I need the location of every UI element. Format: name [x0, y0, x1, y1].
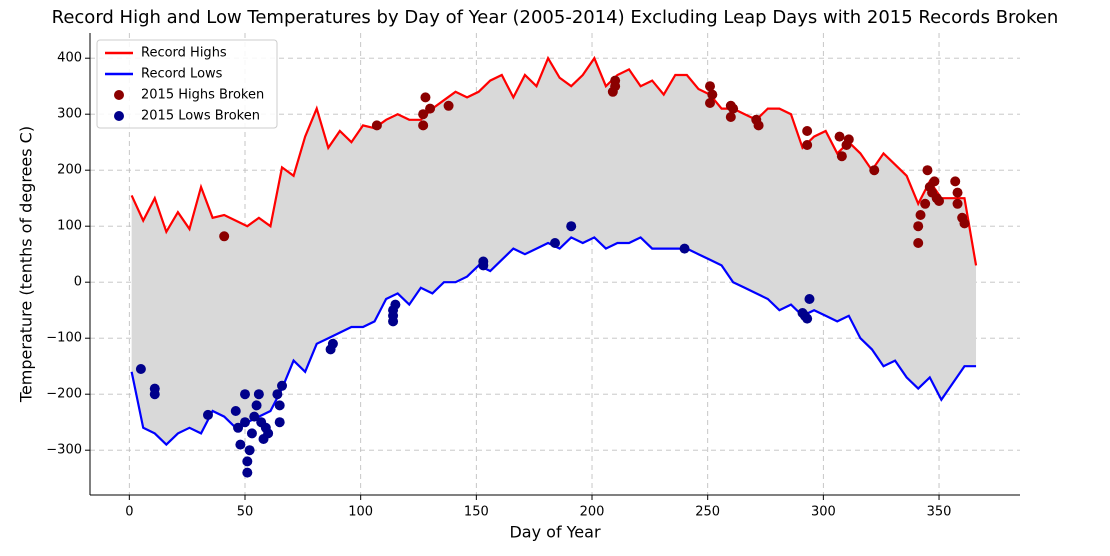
range-fill [131, 58, 977, 445]
point [843, 134, 854, 145]
point [707, 89, 718, 100]
point [420, 92, 431, 103]
point [418, 109, 429, 120]
x-tick-label: 350 [927, 505, 952, 520]
point [240, 417, 250, 428]
point [934, 196, 945, 206]
y-tick-label: 400 [57, 51, 82, 66]
point [728, 103, 739, 114]
y-tick-label: 100 [57, 219, 82, 234]
point [869, 165, 880, 176]
point [249, 411, 260, 422]
point [327, 338, 338, 349]
point [230, 406, 241, 416]
point [566, 221, 577, 232]
y-tick-label: 200 [57, 163, 82, 178]
point [610, 75, 621, 86]
point [679, 243, 690, 254]
point [246, 428, 257, 439]
point [913, 238, 924, 248]
point [274, 400, 285, 411]
point [371, 120, 382, 131]
legend: Record Highs Record Lows 2015 Highs Broken… [96, 39, 278, 129]
point [240, 389, 250, 400]
point [952, 198, 963, 209]
point [922, 165, 933, 176]
point [425, 103, 436, 114]
x-tick-label: 50 [237, 505, 254, 520]
point [274, 417, 285, 428]
point [149, 389, 160, 400]
point [952, 187, 963, 198]
point [915, 210, 926, 220]
x-tick-label: 150 [464, 505, 489, 520]
y-axis-label: Temperature (tenths of degrees C) [17, 126, 36, 403]
x-tick-label: 200 [580, 505, 605, 520]
point [959, 218, 970, 229]
y-tick-label: 300 [57, 107, 82, 122]
x-axis-label: Day of Year [509, 523, 600, 542]
point [443, 100, 454, 111]
point [725, 112, 736, 122]
point [251, 400, 262, 411]
legend-swatch [114, 111, 124, 121]
point [272, 389, 283, 400]
point [418, 120, 429, 131]
point [550, 238, 560, 248]
point [753, 120, 764, 131]
point [235, 439, 246, 450]
point [929, 176, 940, 187]
line [130, 55, 978, 266]
legend-label: 2015 Lows Broken [141, 109, 260, 124]
legend-label: Record Highs [141, 46, 227, 61]
point [802, 126, 813, 136]
point [135, 364, 146, 374]
chart-title: Record High and Low Temperatures by Day … [52, 7, 1059, 28]
point [804, 294, 815, 304]
point [802, 313, 813, 324]
point [705, 98, 715, 108]
point [478, 256, 489, 267]
x-tick-label: 300 [811, 505, 836, 520]
y-tick-label: −100 [46, 331, 82, 346]
y-tick-label: −300 [46, 443, 82, 458]
legend-box [96, 39, 278, 129]
legend-label: 2015 Highs Broken [141, 88, 264, 103]
point [388, 316, 399, 327]
point [277, 380, 288, 391]
point [802, 140, 813, 150]
point [253, 389, 264, 400]
x-tick-label: 250 [695, 505, 720, 520]
point [913, 221, 924, 232]
point [242, 467, 253, 478]
y-tick-label: 0 [74, 275, 82, 290]
x-tick-label: 0 [125, 505, 133, 520]
y-tick-label: −200 [46, 387, 82, 402]
point [242, 456, 253, 467]
point [836, 151, 847, 162]
point [834, 131, 845, 142]
point [950, 176, 961, 187]
point [920, 198, 931, 209]
point [233, 422, 244, 433]
point [202, 409, 213, 420]
legend-label: Record Lows [141, 67, 223, 82]
point [390, 299, 401, 310]
x-tick-label: 100 [348, 505, 373, 520]
legend-swatch [114, 90, 124, 100]
point [244, 445, 255, 456]
point [219, 231, 230, 242]
point [705, 81, 715, 92]
point [263, 428, 274, 439]
